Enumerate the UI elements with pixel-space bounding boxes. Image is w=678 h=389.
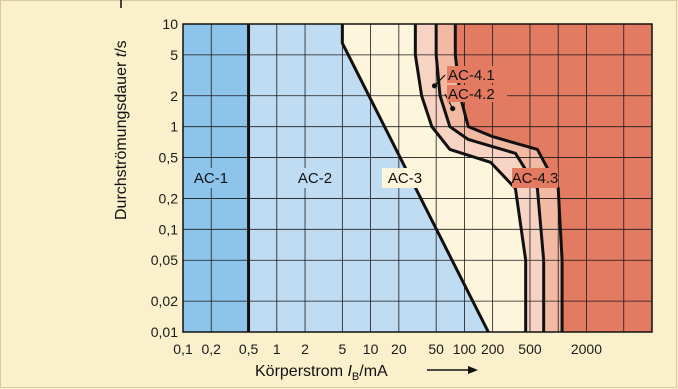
zone-label-ac-1: AC-1 [194, 170, 228, 187]
curve-c1 [413, 24, 528, 332]
x-tick-label: 1 [273, 341, 281, 357]
x-tick-label: 20 [391, 341, 407, 357]
y-tick-label: 0,2 [159, 190, 179, 206]
curve-b [340, 24, 490, 332]
x-axis-title-var: I [347, 363, 352, 380]
x-axis-arrow [427, 366, 478, 374]
zone-label-bg [188, 168, 234, 188]
zone-label-bg [382, 168, 428, 188]
x-axis-title: Körperstrom IB/mA [255, 363, 478, 383]
x-tick-labels: 0,1 0,2 0,5 1 2 5 10 20 50 100 200 500 2000 [173, 341, 602, 357]
y-tick-label: 0,05 [151, 252, 178, 268]
x-tick-label: 10 [363, 341, 379, 357]
annotation-label: AC-4.1 [448, 67, 495, 84]
annotation-bg [447, 66, 507, 83]
x-axis-title-sub: B [352, 371, 359, 383]
x-tick-label: 2 [301, 341, 309, 357]
y-tick-label: 10 [162, 16, 178, 32]
y-tick-label: 0,01 [151, 324, 178, 340]
y-tick-label: 2 [170, 88, 178, 104]
x-axis-title-unit: /mA [359, 363, 388, 380]
annotation-dot [450, 105, 456, 112]
x-tick-label: 5 [338, 341, 346, 357]
y-axis-title-main: Durchströmungsdauer [113, 57, 130, 220]
zone-label-ac-3: AC-3 [388, 170, 422, 187]
x-tick-label: 0,5 [239, 341, 259, 357]
zone-labels: AC-1 AC-2 AC-3 AC-4.3 [188, 168, 558, 188]
y-tick-label: 0,02 [151, 293, 178, 309]
zone-label-bg [292, 168, 338, 188]
y-tick-label: 0,1 [159, 221, 179, 237]
annotation-dot [431, 83, 438, 89]
x-tick-label: 0,1 [173, 341, 193, 357]
svg-text:Durchströmungsdauer t/s: Durchströmungsdauer t/s [113, 40, 130, 220]
x-tick-label: 50 [428, 341, 444, 357]
y-tick-label: 0,5 [159, 150, 179, 166]
zone-label-bg [512, 168, 558, 188]
y-tick-label: 5 [170, 47, 178, 63]
annotation-bg [447, 85, 507, 102]
grid-lines [183, 24, 652, 332]
curve-c2 [434, 24, 546, 332]
zone-ac-3 [342, 24, 526, 332]
y-axis-title-var: t [113, 52, 130, 57]
annotations: AC-4.1 AC-4.2 [431, 66, 507, 112]
y-axis-title: Durchströmungsdauer t/s [113, 0, 130, 220]
x-axis-title-main: Körperstrom [255, 363, 347, 380]
x-tick-label: 2000 [571, 341, 602, 357]
y-axis-arrow [120, 0, 122, 8]
x-tick-label: 0,2 [202, 341, 222, 357]
x-tick-label: 200 [481, 341, 505, 357]
x-tick-label: 100 [453, 341, 477, 357]
annotation-label: AC-4.2 [448, 86, 495, 103]
zone-label-ac-2: AC-2 [298, 170, 332, 187]
y-tick-label: 1 [170, 119, 178, 135]
zone-ac-2 [248, 24, 489, 332]
x-tick-label: 500 [518, 341, 542, 357]
y-tick-labels: 0,01 0,02 0,05 0,1 0,2 0,5 1 2 5 10 [151, 16, 178, 340]
y-axis-title-unit: /s [113, 40, 130, 52]
plot-border [182, 23, 653, 333]
svg-text:Körperstrom IB/mA: Körperstrom IB/mA [255, 363, 388, 383]
zone-label-ac-4-3: AC-4.3 [512, 170, 559, 187]
